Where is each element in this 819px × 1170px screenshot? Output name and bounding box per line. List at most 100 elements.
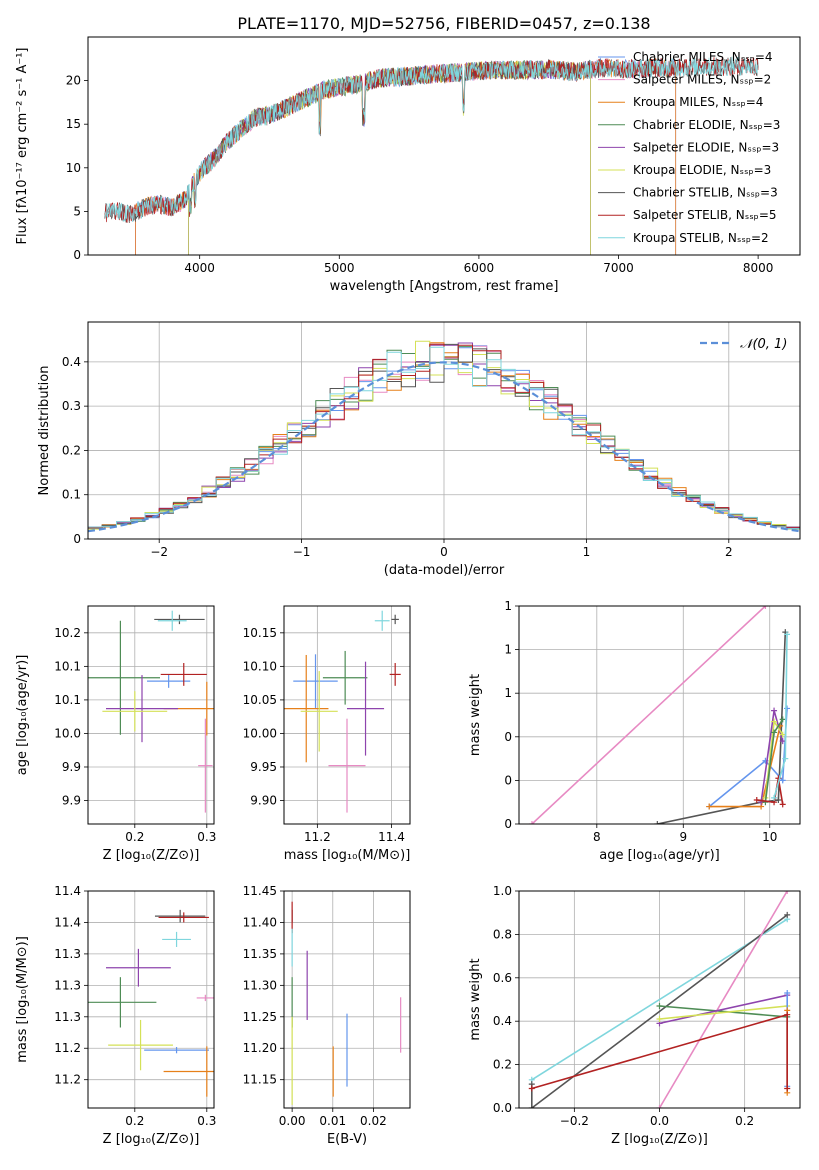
x-axis-label: mass [log₁₀(M/M⊙)] (284, 848, 411, 863)
weight-series-line (659, 1005, 788, 1020)
errorbar-point (322, 650, 368, 705)
y-tick-label: 11.15 (243, 1073, 277, 1087)
y-tick-label: 0 (73, 248, 81, 262)
x-tick-label: 8000 (743, 261, 774, 275)
errorbar-point (196, 994, 214, 1002)
x-tick-label: 6000 (464, 261, 495, 275)
y-tick-label: 11.3 (54, 947, 81, 961)
y-tick-label: 10.15 (243, 626, 277, 640)
errorbar-point (293, 654, 338, 708)
y-tick-label: 11.3 (54, 1010, 81, 1024)
x-tick-label: 0 (440, 545, 448, 559)
y-tick-label: 10.0 (54, 726, 81, 740)
y-tick-label: 11.4 (54, 915, 81, 929)
x-tick-label: 4000 (184, 261, 215, 275)
x-tick-label: 9 (679, 830, 687, 844)
weight-marker (528, 1105, 535, 1108)
y-tick-label: 0 (504, 817, 512, 831)
axes-frame (87, 605, 215, 825)
weight-marker (656, 1003, 663, 1010)
x-tick-label: −2 (150, 545, 168, 559)
chart-massweight-vs-age: 8 9 10 0 0 0 1 1 1 age [log₁₀(age/yr)] mass weight (468, 599, 801, 863)
weight-marker (782, 755, 789, 762)
weight-marker (706, 803, 713, 810)
y-tick-label: 11.35 (243, 947, 277, 961)
y-tick-label: 10.1 (54, 659, 81, 673)
legend-label: Salpeter STELIB, Nₛₛₚ=5 (633, 208, 777, 222)
weight-marker (654, 821, 661, 824)
weight-marker (656, 1016, 663, 1023)
y-tick-label: 11.25 (243, 1010, 277, 1024)
legend-label: Chabrier STELIB, Nₛₛₚ=3 (633, 186, 778, 200)
errorbar-point (106, 948, 171, 987)
axes-frame (87, 890, 215, 1109)
y-tick-label: 10 (66, 161, 81, 175)
y-tick-label: 0 (73, 532, 81, 546)
plot-area-massweight-vs-age (528, 606, 791, 824)
y-tick-label: 0.0 (493, 1101, 512, 1115)
weight-series-line (531, 918, 788, 1081)
weight-marker (771, 718, 778, 725)
y-tick-label: 9.9 (62, 760, 81, 774)
weight-marker (784, 989, 791, 996)
errorbar-point (160, 663, 207, 686)
weight-marker (784, 631, 791, 638)
y-tick-label: 11.20 (243, 1041, 277, 1055)
y-tick-label: 0.4 (62, 355, 81, 369)
legend-label: Kroupa MILES, Nₛₛₚ=4 (633, 95, 763, 109)
x-tick-label: −0.2 (560, 1114, 589, 1128)
y-tick-label: 9.95 (250, 760, 277, 774)
y-tick-label: 11.2 (54, 1041, 81, 1055)
errorbar-point (391, 614, 399, 625)
errorbar-point (108, 1019, 173, 1071)
y-tick-label: 10.05 (243, 693, 277, 707)
weight-marker (779, 716, 786, 723)
legend-label: Salpeter ELODIE, Nₛₛₚ=3 (633, 140, 779, 154)
axes-frame (283, 605, 411, 825)
x-tick-label: 7000 (603, 261, 634, 275)
x-tick-label: 0.2 (735, 1114, 754, 1128)
weight-series-line (531, 606, 766, 824)
errorbar-point (154, 909, 206, 923)
y-tick-label: 11.3 (54, 978, 81, 992)
x-tick-label: 0.3 (197, 830, 216, 844)
errorbar-point (102, 691, 168, 732)
weight-series-line (658, 891, 788, 1108)
y-axis-label: mass weight (468, 674, 483, 756)
x-tick-label: 0.2 (125, 1114, 144, 1128)
y-tick-label: 1.0 (493, 884, 512, 898)
y-tick-label: 11.40 (243, 915, 277, 929)
legend: 𝒩(0, 1) (700, 337, 787, 352)
x-tick-label: 0.3 (197, 1114, 216, 1128)
weight-marker (784, 1085, 791, 1092)
legend-label: Salpeter MILES, Nₛₛₚ=2 (633, 73, 771, 87)
x-tick-label: 0.01 (319, 1114, 346, 1128)
weight-marker (784, 705, 791, 712)
y-tick-label: 1 (504, 599, 512, 613)
y-tick-label: 11.45 (243, 884, 277, 898)
y-tick-label: 10.2 (54, 626, 81, 640)
errorbar-point (88, 620, 160, 735)
y-tick-label: 1 (504, 686, 512, 700)
y-tick-label: 0.3 (62, 399, 81, 413)
plot-area-mass-vs-ebv (291, 901, 402, 1105)
x-axis-label: age [log₁₀(age/yr)] (599, 848, 720, 863)
errorbar-point (389, 663, 401, 686)
y-tick-label: 0.1 (62, 488, 81, 502)
spectrum-series-line (104, 56, 759, 223)
x-tick-label: 0.02 (360, 1114, 387, 1128)
legend-label: 𝒩(0, 1) (740, 337, 787, 352)
x-axis-label: E(B-V) (327, 1132, 367, 1147)
legend-label: Kroupa ELODIE, Nₛₛₚ=3 (633, 163, 771, 177)
y-tick-label: 10.10 (243, 659, 277, 673)
errorbar-point (154, 614, 205, 625)
weight-marker (771, 729, 778, 736)
x-tick-label: −1 (293, 545, 311, 559)
x-axis-label: wavelength [Angstrom, rest frame] (330, 279, 559, 294)
y-tick-label: 0.2 (493, 1058, 512, 1072)
x-tick-label: 11.2 (304, 830, 331, 844)
weight-marker (771, 794, 778, 801)
chart-mass-vs-ebv: 0.00 0.01 0.02 11.15 11.20 11.25 11.30 11.35 11.… (243, 884, 411, 1147)
weight-marker (779, 801, 786, 808)
